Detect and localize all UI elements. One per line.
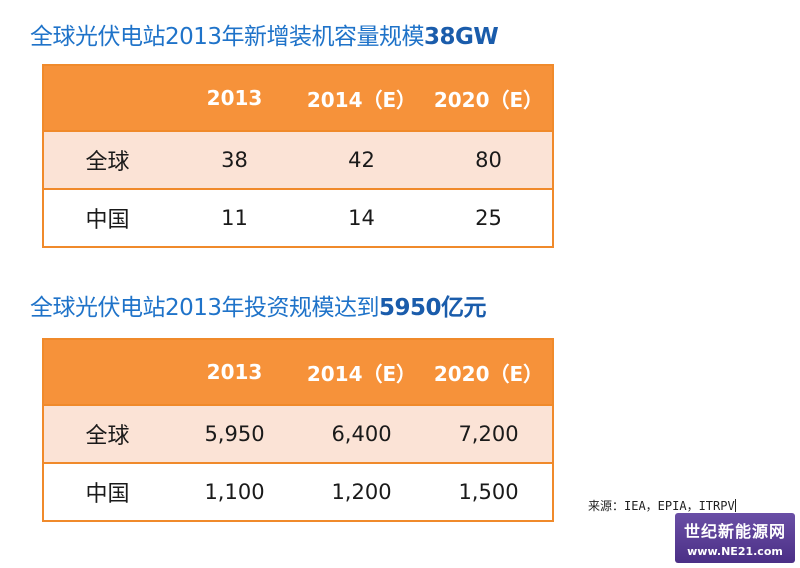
table-cell: 6,400 [298,404,425,463]
source-text: 来源：IEA，EPIA，ITRPV [588,499,735,513]
investment-header-2013: 2013 [171,339,298,405]
table-cell: 1,200 [298,462,425,521]
site-watermark: 世纪新能源网 www.NE21.com [675,513,795,563]
investment-table: 2013 2014（E） 2020（E） 全球 5,950 6,400 7,20… [42,338,554,522]
capacity-header-row: 2013 2014（E） 2020（E） [43,65,553,131]
table-row: 全球 5,950 6,400 7,200 [43,404,553,463]
section2-title: 全球光伏电站2013年投资规模达到5950亿元 [30,288,487,322]
row-label-china: 中国 [43,188,171,247]
table-cell: 25 [425,188,553,247]
section1-title-main: 全球光伏电站2013年新增装机容量规模 [30,24,425,50]
table-row: 全球 38 42 80 [43,130,553,189]
row-label-global: 全球 [43,130,171,189]
table-cell: 1,100 [171,462,298,521]
watermark-url: www.NE21.com [687,545,783,558]
table-row: 中国 11 14 25 [43,188,553,247]
section1-title-emphasis: 38GW [424,24,499,50]
table-cell: 14 [298,188,425,247]
text-cursor [734,499,736,512]
table-row: 中国 1,100 1,200 1,500 [43,462,553,521]
table-cell: 11 [171,188,298,247]
section2-title-emphasis: 5950亿元 [379,295,487,321]
investment-header-2014e: 2014（E） [298,339,425,405]
row-label-china: 中国 [43,462,171,521]
watermark-name: 世纪新能源网 [683,522,786,541]
row-label-global: 全球 [43,404,171,463]
section2-title-main: 全球光伏电站2013年投资规模达到 [30,295,380,321]
table-cell: 5,950 [171,404,298,463]
table-cell: 42 [298,130,425,189]
table-cell: 80 [425,130,553,189]
capacity-table: 2013 2014（E） 2020（E） 全球 38 42 80 中国 11 1… [42,64,554,248]
investment-header-row: 2013 2014（E） 2020（E） [43,339,553,405]
investment-header-2020e: 2020（E） [425,339,553,405]
capacity-header-corner [43,65,171,131]
source-note: 来源：IEA，EPIA，ITRPV [588,497,736,514]
table-cell: 7,200 [425,404,553,463]
capacity-header-2020e: 2020（E） [425,65,553,131]
capacity-header-2014e: 2014（E） [298,65,425,131]
table-cell: 38 [171,130,298,189]
capacity-header-2013: 2013 [171,65,298,131]
section1-title: 全球光伏电站2013年新增装机容量规模38GW [30,17,499,51]
table-cell: 1,500 [425,462,553,521]
investment-header-corner [43,339,171,405]
